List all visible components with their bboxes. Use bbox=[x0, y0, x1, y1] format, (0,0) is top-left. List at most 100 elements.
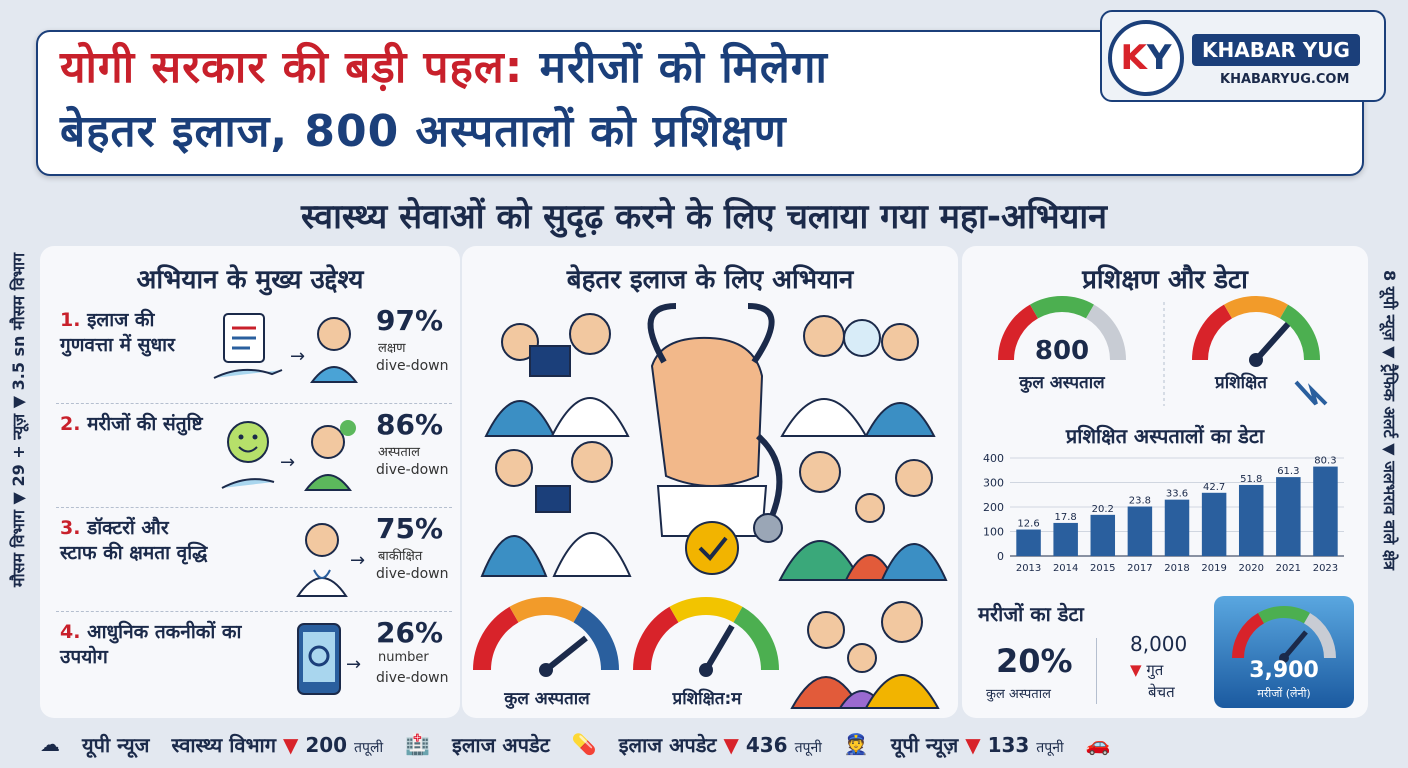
bar bbox=[1127, 506, 1153, 556]
patients-count-l1: गुत bbox=[1146, 661, 1164, 679]
objective-sub1: लक्षण bbox=[378, 341, 406, 356]
y-tick-label: 400 bbox=[983, 452, 1004, 465]
doctor-icon: → bbox=[296, 523, 365, 597]
y-tick-label: 200 bbox=[983, 501, 1004, 514]
ticker-item-4[interactable]: इलाज अपडेट ▼ 436 तपूनी bbox=[619, 731, 822, 758]
chart-title: प्रशिक्षित अस्पतालों का डेटा bbox=[1065, 424, 1265, 448]
title-line1-red: योगी सरकार की बड़ी पहल: bbox=[60, 42, 524, 93]
objective-label: 3. डॉक्टरों और स्टाफ की क्षमता वृद्धि bbox=[60, 516, 210, 566]
page-title: योगी सरकार की बड़ी पहल: मरीजों को मिलेगा… bbox=[60, 36, 828, 164]
smiley-hand-icon: → bbox=[221, 420, 356, 491]
objective-percent: 75% bbox=[376, 512, 444, 545]
bottom-ticker: ☁ यूपी न्यूज स्वास्थ्य विभाग ▼ 200 तपूली… bbox=[40, 724, 1370, 764]
weather-icon: ☁ bbox=[40, 732, 60, 756]
data-label: 61.3 bbox=[1277, 466, 1299, 477]
ticker-item-2[interactable]: स्वास्थ्य विभाग ▼ 200 तपूली bbox=[171, 731, 383, 758]
ticker-item-4-unit: तपूनी bbox=[794, 739, 822, 756]
car-icon: 🚗 bbox=[1085, 732, 1111, 756]
patients-count-l2: बेचत bbox=[1148, 683, 1175, 701]
total-hospitals-value: 800 bbox=[1034, 336, 1090, 366]
family-illustration bbox=[790, 601, 940, 709]
objective-sub2: dive-down bbox=[376, 670, 449, 686]
objective-sub1: बाकीक्षित bbox=[378, 549, 423, 564]
ticker-left-d: मौसम विभाग bbox=[9, 510, 28, 588]
bar bbox=[1016, 529, 1041, 556]
bar bbox=[1313, 466, 1338, 556]
x-tick-label: 2017 bbox=[1127, 563, 1152, 574]
down-triangle-icon: ▼ bbox=[723, 732, 739, 757]
stethoscope-hand-illustration bbox=[647, 303, 783, 575]
training-heading: प्रशिक्षण और डेटा bbox=[1082, 265, 1248, 295]
bar bbox=[1090, 514, 1116, 556]
data-label: 12.6 bbox=[1017, 519, 1039, 530]
objective-percent: 97% bbox=[376, 304, 444, 337]
objective-number: 4. bbox=[60, 621, 81, 643]
objective-number: 1. bbox=[60, 309, 81, 331]
objective-item: 4. आधुनिक तकनीकों का उपयोग → 26% number … bbox=[56, 614, 452, 716]
x-tick-label: 2019 bbox=[1201, 563, 1226, 574]
doctor-nurse-illustration bbox=[780, 315, 936, 437]
objective-sub2: dive-down bbox=[376, 566, 449, 582]
ticker-right-a: 8 यूपी न्यूज़ bbox=[1380, 269, 1400, 341]
patients-card-value: 3,900 bbox=[1249, 658, 1319, 683]
training-panel: प्रशिक्षण और डेटा 800 कुल अस्पताल प्रशिक… bbox=[962, 246, 1368, 718]
bar bbox=[1238, 484, 1264, 556]
ticker-item-5-value: 133 bbox=[987, 732, 1030, 757]
x-tick-label: 2015 bbox=[1090, 563, 1115, 574]
data-label: 17.8 bbox=[1055, 512, 1077, 523]
ticker-left-b: 29 + न्यूज़ bbox=[9, 413, 28, 487]
objective-percent: 26% bbox=[376, 616, 444, 649]
family-care-illustration bbox=[778, 451, 948, 581]
patients-percent: 20% bbox=[996, 642, 1073, 680]
ticker-item-4-value: 436 bbox=[745, 732, 788, 757]
x-tick-label: 2023 bbox=[1313, 563, 1338, 574]
campaign-gauge2-label: प्रशिक्षित:म bbox=[672, 689, 742, 709]
subtitle: स्वास्थ्य सेवाओं को सुदृढ़ करने के लिए च… bbox=[300, 197, 1108, 237]
objective-label: 2. मरीजों की संतुष्टि bbox=[60, 412, 210, 437]
patients-card-label: मरीजों (लेनी) bbox=[1257, 687, 1311, 700]
ticker-right-b: ट्रैफिक अलर्ट bbox=[1380, 364, 1400, 438]
campaign-gauge1-label: कुल अस्पताल bbox=[504, 689, 590, 709]
ticker-right-c: जलभराव वाले क्षेत्र bbox=[1380, 461, 1400, 571]
patients-card: 3,900 मरीजों (लेनी) bbox=[1214, 596, 1354, 708]
objective-sub1: अस्पताल bbox=[378, 445, 420, 460]
brand-name: KHABAR YUG bbox=[1192, 34, 1360, 66]
y-tick-label: 100 bbox=[983, 526, 1004, 539]
objective-text: आधुनिक तकनीकों का उपयोग bbox=[60, 621, 242, 668]
x-tick-label: 2021 bbox=[1276, 563, 1301, 574]
patients-heading: मरीजों का डेटा bbox=[978, 602, 1084, 626]
y-tick-label: 0 bbox=[997, 550, 1004, 563]
ticker-left-c: 3.5 sn bbox=[9, 335, 28, 391]
ticker-item-2-value: 200 bbox=[305, 732, 348, 757]
ticker-item-1[interactable]: यूपी न्यूज bbox=[82, 732, 150, 757]
staff-monitor-illustration bbox=[480, 441, 632, 577]
title-line2: बेहतर इलाज, 800 अस्पतालों को प्रशिक्षण bbox=[60, 106, 787, 157]
data-label: 20.2 bbox=[1092, 504, 1114, 515]
svg-text:→: → bbox=[290, 346, 305, 367]
total-hospitals-gauge bbox=[998, 296, 1126, 361]
smartphone-icon: → bbox=[297, 623, 361, 695]
campaign-illustration bbox=[473, 303, 948, 709]
campaign-panel: बेहतर इलाज के लिए अभियान bbox=[462, 246, 958, 718]
objective-item: 2. मरीजों की संतुष्टि → 86% अस्पताल dive… bbox=[56, 406, 452, 508]
objective-percent: 86% bbox=[376, 408, 444, 441]
x-tick-label: 2013 bbox=[1016, 563, 1041, 574]
objective-item: 3. डॉक्टरों और स्टाफ की क्षमता वृद्धि → … bbox=[56, 510, 452, 612]
objective-sub2: dive-down bbox=[376, 358, 449, 374]
campaign-heading: बेहतर इलाज के लिए अभियान bbox=[566, 265, 854, 295]
objective-number: 3. bbox=[60, 517, 81, 539]
trained-label: प्रशिक्षित bbox=[1215, 373, 1267, 393]
trained-hospitals-gauge bbox=[1192, 296, 1328, 406]
total-hospitals-label: कुल अस्पताल bbox=[1019, 373, 1105, 393]
medical-staff-illustration bbox=[484, 313, 630, 437]
objective-text: मरीजों की संतुष्टि bbox=[87, 413, 203, 435]
left-ticker: मौसम विभाग ▼ 29 + न्यूज़ ▼ 3.5 sn मौसम व… bbox=[9, 252, 28, 588]
clipboard-hand-icon: → bbox=[213, 313, 358, 383]
right-ticker: 8 यूपी न्यूज़ ▼ ट्रैफिक अलर्ट ▼ जलभराव व… bbox=[1380, 269, 1400, 571]
ticker-item-5[interactable]: यूपी न्यूज़ ▼ 133 तपूनी bbox=[891, 731, 1064, 758]
x-tick-label: 2020 bbox=[1238, 563, 1263, 574]
ticker-item-2-unit: तपूली bbox=[354, 739, 384, 756]
ticker-item-3[interactable]: इलाज अपडेट bbox=[452, 732, 550, 757]
